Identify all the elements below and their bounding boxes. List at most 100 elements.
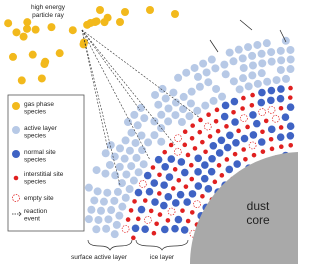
active-layer [106,161,114,169]
interstitial-site [183,129,188,134]
gas-phase [171,10,179,18]
active-layer [124,118,132,126]
active-layer [188,88,196,96]
interstitial-site [206,112,211,117]
active-layer [85,184,93,192]
active-layer [258,50,266,58]
active-layer [121,155,129,163]
ray-label-line: high energy [31,4,66,11]
interstitial-site [279,125,284,130]
normal-site [233,160,241,168]
active-layer [87,206,95,214]
active-layer [111,153,119,161]
normal-site [249,111,257,119]
active-layer [102,225,110,233]
empty-site [168,208,175,215]
active-layer [208,56,216,64]
normal-site [166,173,174,181]
empty-site [194,201,201,208]
active-layer [258,59,266,67]
active-layer [222,70,230,78]
active-layer [211,64,219,72]
gas-phase [4,19,12,27]
normal-site [135,189,143,197]
normal-site [160,202,168,210]
empty-site [174,135,181,142]
active-layer [102,149,110,157]
interstitial-site [269,137,274,142]
normal-site [189,190,197,198]
legend-icon [12,150,20,158]
normal-site [282,113,290,121]
reaction-event [240,20,252,30]
normal-site [175,216,183,224]
gas-phase [40,60,48,68]
interstitial-site [186,153,191,158]
active-layer [157,138,165,146]
active-layer [135,168,143,176]
active-layer [249,61,257,69]
active-layer [178,118,186,126]
interstitial-site [151,165,156,170]
active-layer [130,177,138,185]
interstitial-site [190,210,195,215]
active-layer [187,99,195,107]
active-layer [277,66,285,74]
active-layer [240,64,248,72]
normal-site [151,198,159,206]
normal-site [178,158,186,166]
interstitial-site [129,208,134,213]
interstitial-site [166,218,171,223]
legend-line: species [24,179,47,186]
active-layer [137,131,145,139]
interstitial-site [240,106,245,111]
active-layer [110,197,118,205]
gas-phase [18,76,26,84]
interstitial-site [236,129,241,134]
normal-site [224,144,232,152]
gas-phase [121,8,129,16]
normal-site [241,135,249,143]
active-layer [127,162,135,170]
ray-label: high energyparticle ray [31,4,66,19]
normal-site [287,103,295,111]
interstitial-site [215,108,220,113]
reaction-event [210,40,218,52]
normal-site [231,98,239,106]
normal-site [161,163,169,171]
active-layer [113,221,121,229]
active-layer [122,170,130,178]
gas-phase [104,14,112,22]
normal-site [287,132,295,140]
normal-site [250,131,258,139]
active-layer [230,77,238,85]
legend-icon [12,126,20,134]
active-layer [104,215,112,223]
active-layer [115,212,123,220]
legend-line: gas phase [24,101,54,108]
active-layer [94,187,102,195]
normal-site [194,168,202,176]
active-layer [111,230,119,238]
empty-site [144,216,151,223]
normal-site [208,168,216,176]
interstitial-site [288,86,293,91]
gas-phase [38,74,46,82]
normal-site [231,118,239,126]
interstitial-site [243,157,248,162]
legend-line: reaction [24,208,48,215]
active-layer [229,57,237,65]
active-layer [282,75,290,83]
interstitial-site [190,123,195,128]
interstitial-site [149,209,154,214]
active-layer [277,56,285,64]
active-layer [287,55,295,63]
normal-site [205,185,213,193]
active-layer [164,104,172,112]
interstitial-site [241,96,246,101]
interstitial-site [193,146,198,151]
normal-site [146,188,154,196]
active-layer [150,117,158,125]
active-layer [164,117,172,125]
interstitial-site [270,147,275,152]
